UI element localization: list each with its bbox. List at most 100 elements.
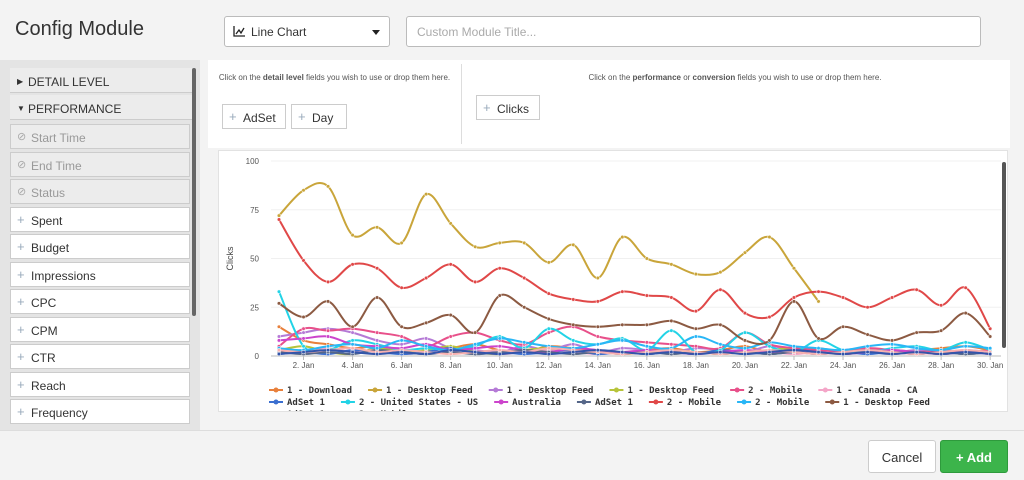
point	[718, 350, 723, 355]
point	[620, 289, 625, 294]
point	[693, 326, 698, 331]
point	[693, 309, 698, 314]
legend-label: 1 - Desktop Feed	[507, 386, 594, 396]
legend-item: AdSet 1	[274, 410, 325, 413]
point	[522, 340, 527, 345]
line	[278, 218, 992, 330]
point	[350, 338, 355, 343]
point	[350, 324, 355, 329]
legend-label: 2 - United States - US	[359, 397, 478, 408]
title-input[interactable]: Custom Module Title...	[406, 16, 981, 47]
series	[276, 217, 993, 331]
point	[375, 330, 380, 335]
field-item[interactable]: + CTR	[10, 344, 190, 369]
point	[301, 350, 306, 355]
point	[644, 293, 649, 298]
point	[276, 348, 282, 353]
point	[791, 344, 797, 349]
field-label: Frequency	[31, 406, 88, 420]
x-tick-label: 4. Jan	[342, 361, 364, 370]
legend-dot	[741, 399, 747, 405]
point	[840, 352, 846, 357]
point	[963, 350, 968, 355]
point	[890, 342, 895, 347]
point	[448, 334, 453, 339]
hint-text: fields you wish to use or drop them here…	[303, 73, 451, 82]
point	[424, 275, 429, 281]
point	[914, 287, 919, 292]
point	[693, 352, 698, 357]
point	[595, 324, 600, 329]
section-header[interactable]: ▶ DETAIL LEVEL	[10, 68, 192, 93]
line-chart-icon	[233, 26, 245, 37]
field-item[interactable]: + Budget	[10, 234, 190, 259]
point	[791, 266, 797, 271]
point	[939, 303, 944, 308]
legend-dot	[274, 412, 279, 413]
field-chip[interactable]: + Day	[291, 104, 347, 129]
field-item[interactable]: + Reach	[10, 371, 190, 397]
point	[399, 285, 404, 290]
point	[742, 338, 747, 343]
point	[718, 322, 723, 327]
point	[865, 344, 870, 349]
point	[988, 346, 993, 351]
field-item[interactable]: + CPM	[10, 316, 190, 342]
field-chip[interactable]: + Clicks	[476, 95, 540, 120]
placeholder: Custom Module Title...	[417, 25, 537, 39]
x-tick-label: 14. Jan	[585, 361, 611, 370]
point	[718, 342, 723, 347]
legend-item: 2 - Mobile	[359, 409, 414, 411]
legend-dot	[653, 399, 659, 405]
point	[350, 350, 355, 355]
point	[424, 336, 429, 341]
point	[399, 240, 404, 245]
point	[448, 262, 453, 267]
legend-label: 2 - Mobile	[667, 397, 722, 408]
hint-text: fields you wish to use or drop them here…	[735, 73, 882, 82]
point	[571, 338, 576, 343]
point	[816, 336, 821, 341]
point	[448, 352, 453, 357]
disabled-icon: ⊘	[17, 186, 27, 198]
legend-item: 1 - Download	[269, 386, 352, 396]
x-tick-label: 18. Jan	[683, 361, 709, 370]
add-button[interactable]: + Add	[940, 440, 1008, 473]
page-title: Config Module	[15, 18, 144, 40]
chart-type-select[interactable]: Line Chart	[224, 16, 390, 47]
field-chip[interactable]: + AdSet	[222, 104, 286, 129]
point	[963, 344, 968, 349]
divider	[461, 64, 462, 144]
legend-dot	[498, 399, 504, 405]
field-label: Spent	[31, 213, 63, 228]
point	[644, 256, 649, 261]
section-header[interactable]: ▼ PERFORMANCE	[10, 95, 192, 120]
field-item[interactable]: + Impressions	[10, 261, 190, 287]
y-tick-label: 75	[250, 206, 259, 215]
field-item[interactable]: + Spent	[10, 206, 190, 232]
point	[448, 348, 453, 353]
cancel-button[interactable]: Cancel	[868, 440, 936, 473]
point	[375, 352, 380, 357]
disabled-icon: ⊘	[17, 131, 27, 143]
legend-item: 1 - Desktop Feed	[368, 386, 473, 396]
field-item[interactable]: + Frequency	[10, 399, 190, 424]
point	[301, 336, 306, 341]
point	[890, 352, 895, 357]
point	[840, 324, 846, 329]
point	[325, 328, 331, 333]
point	[301, 258, 306, 263]
field-item[interactable]: + CPC	[10, 289, 190, 314]
point	[595, 348, 600, 353]
hint-text: Click on the	[588, 73, 633, 82]
point	[424, 192, 429, 197]
plus-icon: +	[17, 376, 25, 392]
point	[276, 213, 282, 218]
point	[325, 299, 331, 304]
legend-item: 2 - Mobile	[648, 397, 722, 408]
chart-panel: Clicks 0 25 50 75 100 2. Jan 4. Jan 6. Jan 8. Jan…	[218, 150, 1008, 412]
point	[791, 295, 797, 300]
point	[644, 322, 649, 327]
point	[276, 334, 282, 339]
point	[595, 275, 600, 281]
